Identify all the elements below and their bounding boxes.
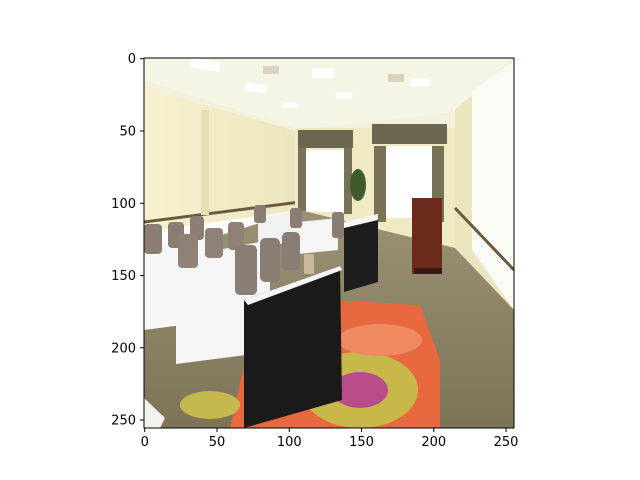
x-tick-label: 100 [277, 435, 302, 450]
y-tick-label: 50 [119, 124, 136, 139]
x-tick-label: 0 [141, 435, 149, 450]
y-tick-label: 200 [111, 341, 136, 356]
y-tick-label: 250 [111, 414, 136, 429]
y-tick-label: 150 [111, 269, 136, 284]
axes-frame [143, 57, 515, 429]
y-tick-label: 0 [128, 52, 136, 67]
x-tick-label: 50 [209, 435, 226, 450]
x-tick-label: 200 [421, 435, 446, 450]
y-axis: 0 50 100 150 200 250 [111, 52, 144, 429]
y-tick-label: 100 [111, 197, 136, 212]
x-tick-label: 150 [349, 435, 374, 450]
conference-room-photo [144, 58, 514, 428]
x-axis: 0 50 100 150 200 250 [141, 428, 519, 450]
x-tick-label: 250 [494, 435, 519, 450]
